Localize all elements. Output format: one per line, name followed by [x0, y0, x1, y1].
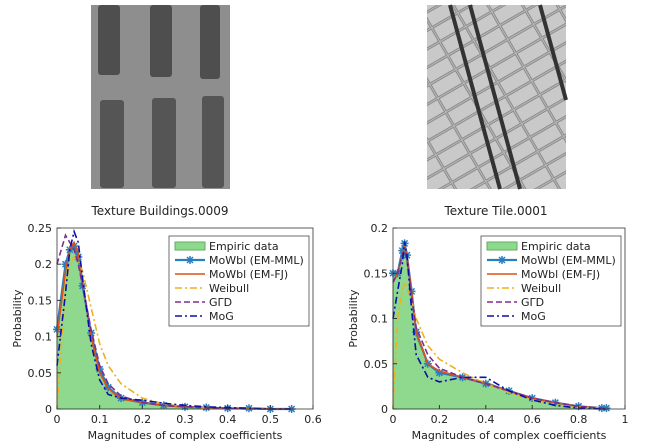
legend-label: GΓD: [209, 296, 232, 309]
legend-label: MoWbl (EM-FJ): [209, 268, 288, 281]
page: {"chart_data": [ {"type": "line", "title…: [0, 0, 647, 447]
panel-caption: Texture Tile.0001: [443, 204, 547, 218]
x-tick-label: 0.8: [570, 413, 588, 426]
texture-image-tile: [427, 5, 566, 189]
legend-label: MoG: [521, 310, 546, 323]
x-axis-label: Magnitudes of complex coefficients: [88, 429, 283, 442]
legend-label: MoG: [209, 310, 234, 323]
y-tick-label: 0.15: [28, 294, 53, 307]
legend-label: MoWbl (EM-MML): [521, 254, 616, 267]
legend-marker: [498, 256, 506, 264]
y-tick-label: 0.2: [371, 222, 389, 235]
x-tick-label: 0.5: [262, 413, 280, 426]
legend-marker: [186, 256, 194, 264]
y-tick-label: 0: [381, 403, 388, 416]
legend-label: Weibull: [521, 282, 561, 295]
y-tick-label: 0.1: [35, 331, 53, 344]
x-tick-label: 1: [622, 413, 629, 426]
x-tick-label: 0.1: [91, 413, 109, 426]
legend-label: MoWbl (EM-FJ): [521, 268, 600, 281]
legend-swatch: [175, 242, 205, 250]
legend-label: Empiric data: [521, 240, 591, 253]
legend-label: GΓD: [521, 296, 544, 309]
texture-image-buildings: [91, 5, 230, 189]
x-tick-label: 0.6: [304, 413, 322, 426]
figure: Texture Buildings.0009 0 0.05 0.1 0.15 0.2 0.2…: [0, 0, 647, 443]
y-tick-label: 0.2: [35, 258, 53, 271]
y-tick-label: 0.15: [364, 267, 389, 280]
y-axis-label: Probability: [11, 289, 24, 348]
y-tick-label: 0: [45, 403, 52, 416]
marker: [62, 260, 70, 268]
y-tick-label: 0.25: [28, 222, 53, 235]
x-tick-label: 0.2: [134, 413, 152, 426]
x-tick-label: 0: [390, 413, 397, 426]
y-tick-label: 0.05: [28, 367, 53, 380]
x-tick-label: 0: [54, 413, 61, 426]
x-tick-label: 0.4: [219, 413, 237, 426]
y-axis-label: Probability: [347, 289, 360, 348]
panel-caption: Texture Buildings.0009: [90, 204, 228, 218]
legend-label: MoWbl (EM-MML): [209, 254, 304, 267]
legend-swatch: [487, 242, 517, 250]
x-tick-label: 0.3: [176, 413, 194, 426]
x-axis-label: Magnitudes of complex coefficients: [412, 429, 607, 442]
x-tick-label: 0.4: [477, 413, 495, 426]
legend-label: Empiric data: [209, 240, 279, 253]
y-tick-label: 0.1: [371, 313, 389, 326]
x-tick-label: 0.2: [431, 413, 449, 426]
x-tick-label: 0.6: [523, 413, 541, 426]
legend-label: Weibull: [209, 282, 249, 295]
y-tick-label: 0.05: [364, 358, 389, 371]
